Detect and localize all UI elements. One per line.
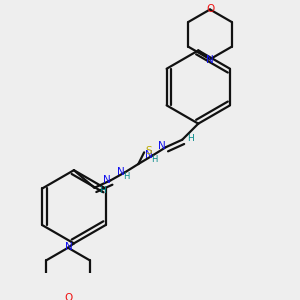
Text: H: H — [123, 172, 130, 181]
Text: O: O — [206, 4, 214, 14]
Text: N: N — [117, 167, 125, 177]
Text: H: H — [99, 186, 106, 195]
Text: N: N — [158, 142, 166, 152]
Text: H: H — [151, 155, 158, 164]
Text: S: S — [145, 146, 152, 156]
Text: N: N — [65, 242, 73, 252]
Text: N: N — [206, 55, 214, 64]
Text: O: O — [64, 293, 73, 300]
Text: H: H — [187, 134, 194, 143]
Text: N: N — [145, 150, 153, 160]
Text: N: N — [103, 175, 110, 185]
